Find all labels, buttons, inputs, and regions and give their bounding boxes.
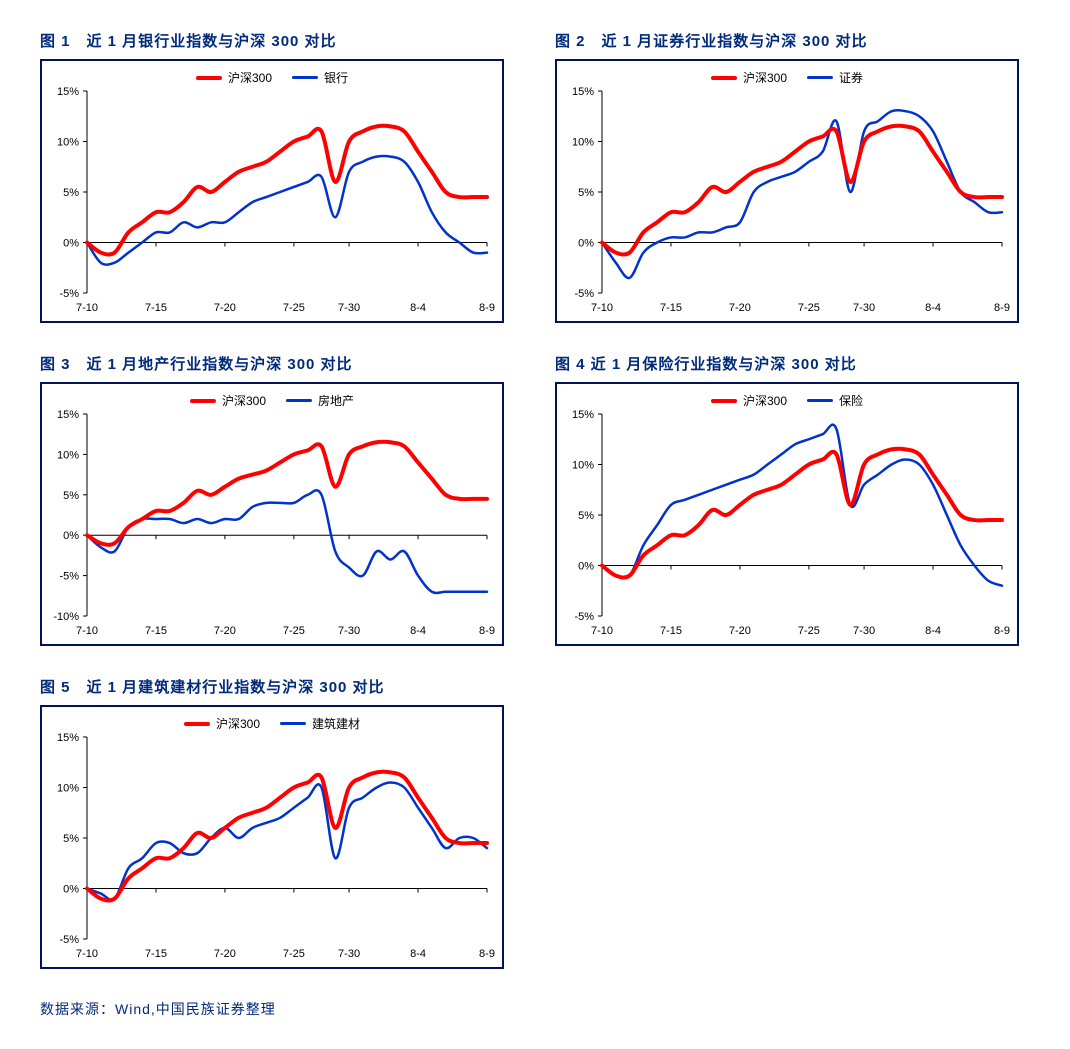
svg-text:-10%: -10%: [53, 611, 79, 623]
svg-text:-5%: -5%: [574, 288, 594, 300]
chart-cell-2: 图 2 近 1 月证券行业指数与沪深 300 对比 沪深300 证券 -5%0%…: [555, 30, 1030, 323]
svg-text:7-30: 7-30: [338, 302, 360, 314]
chart-grid: 图 1 近 1 月银行业指数与沪深 300 对比 沪深300 银行 -5%0%5…: [40, 30, 1030, 969]
svg-text:7-10: 7-10: [591, 625, 613, 637]
svg-text:7-10: 7-10: [76, 948, 98, 960]
chart-box: 沪深300 保险 -5%0%5%10%15%7-107-157-207-257-…: [555, 382, 1019, 646]
chart-title: 图 2 近 1 月证券行业指数与沪深 300 对比: [555, 30, 1030, 51]
svg-text:7-20: 7-20: [214, 302, 236, 314]
svg-text:7-25: 7-25: [283, 948, 305, 960]
plot-svg: -5% 0% 5% 10% 15% 7-10 7-15 7-20 7-25 7-30 8-4 8-9: [557, 61, 1017, 321]
svg-text:5%: 5%: [63, 187, 79, 199]
svg-text:7-10: 7-10: [591, 302, 613, 314]
svg-text:8-4: 8-4: [410, 625, 426, 637]
svg-text:0%: 0%: [578, 238, 594, 250]
svg-text:15%: 15%: [57, 409, 79, 421]
svg-text:0%: 0%: [63, 238, 79, 250]
svg-text:8-4: 8-4: [925, 625, 941, 637]
chart-title: 图 5 近 1 月建筑建材行业指数与沪深 300 对比: [40, 676, 515, 697]
svg-text:10%: 10%: [57, 449, 79, 461]
source-text: 数据来源：Wind,中国民族证券整理: [40, 999, 1030, 1019]
svg-text:7-30: 7-30: [853, 302, 875, 314]
svg-text:7-25: 7-25: [798, 302, 820, 314]
svg-text:15%: 15%: [57, 732, 79, 744]
svg-text:-5%: -5%: [574, 611, 594, 623]
svg-text:8-9: 8-9: [994, 302, 1010, 314]
svg-text:10%: 10%: [57, 137, 79, 149]
svg-text:0%: 0%: [63, 530, 79, 542]
svg-text:7-15: 7-15: [145, 625, 167, 637]
svg-text:-5%: -5%: [59, 288, 79, 300]
svg-text:8-9: 8-9: [479, 302, 495, 314]
svg-text:5%: 5%: [578, 187, 594, 199]
chart-cell-1: 图 1 近 1 月银行业指数与沪深 300 对比 沪深300 银行 -5%0%5…: [40, 30, 515, 323]
chart-cell-3: 图 3 近 1 月地产行业指数与沪深 300 对比 沪深300 房地产 -10%…: [40, 353, 515, 646]
svg-text:0%: 0%: [578, 561, 594, 573]
svg-text:7-30: 7-30: [338, 625, 360, 637]
svg-text:8-4: 8-4: [925, 302, 941, 314]
svg-text:7-10: 7-10: [76, 302, 98, 314]
plot-svg: -5% 0% 5% 10% 15% 7-10 7-15 7-20 7-25 7-30 8-4 8-9: [42, 61, 502, 321]
svg-text:-5%: -5%: [59, 934, 79, 946]
svg-text:10%: 10%: [572, 460, 594, 472]
svg-text:7-10: 7-10: [76, 625, 98, 637]
chart-box: 沪深300 房地产 -10%-5%0%5%10%15%7-107-157-207…: [40, 382, 504, 646]
svg-text:15%: 15%: [572, 86, 594, 98]
svg-text:7-15: 7-15: [660, 625, 682, 637]
chart-cell-4: 图 4 近 1 月保险行业指数与沪深 300 对比 沪深300 保险 -5%0%…: [555, 353, 1030, 646]
svg-text:7-20: 7-20: [729, 302, 751, 314]
svg-text:7-15: 7-15: [145, 948, 167, 960]
svg-text:-5%: -5%: [59, 571, 79, 583]
svg-text:5%: 5%: [63, 490, 79, 502]
svg-text:7-30: 7-30: [338, 948, 360, 960]
plot-svg: -5% 0% 5% 10% 15% 7-10 7-15 7-20 7-25 7-30 8-4 8-9: [557, 384, 1017, 644]
svg-text:7-15: 7-15: [660, 302, 682, 314]
svg-text:5%: 5%: [578, 510, 594, 522]
chart-title: 图 4 近 1 月保险行业指数与沪深 300 对比: [555, 353, 1030, 374]
svg-text:10%: 10%: [57, 783, 79, 795]
chart-box: 沪深300 建筑建材 -5%0%5%10%15%7-107-157-207-25…: [40, 705, 504, 969]
svg-text:7-30: 7-30: [853, 625, 875, 637]
plot-svg: -5% 0% 5% 10% 15% 7-10 7-15 7-20 7-25 7-30 8-4 8-9: [42, 707, 502, 967]
svg-text:7-20: 7-20: [729, 625, 751, 637]
svg-text:15%: 15%: [57, 86, 79, 98]
chart-box: 沪深300 证券 -5%0%5%10%15%7-107-157-207-257-…: [555, 59, 1019, 323]
chart-title: 图 1 近 1 月银行业指数与沪深 300 对比: [40, 30, 515, 51]
chart-box: 沪深300 银行 -5%0%5%10%15%7-107-157-207-257-…: [40, 59, 504, 323]
svg-text:10%: 10%: [572, 137, 594, 149]
svg-text:8-4: 8-4: [410, 302, 426, 314]
svg-text:7-25: 7-25: [798, 625, 820, 637]
svg-text:8-9: 8-9: [479, 625, 495, 637]
svg-text:7-20: 7-20: [214, 948, 236, 960]
svg-text:0%: 0%: [63, 884, 79, 896]
svg-text:7-25: 7-25: [283, 302, 305, 314]
svg-text:8-9: 8-9: [479, 948, 495, 960]
svg-text:7-25: 7-25: [283, 625, 305, 637]
chart-cell-5: 图 5 近 1 月建筑建材行业指数与沪深 300 对比 沪深300 建筑建材 -…: [40, 676, 515, 969]
svg-text:15%: 15%: [572, 409, 594, 421]
svg-text:8-9: 8-9: [994, 625, 1010, 637]
svg-text:7-15: 7-15: [145, 302, 167, 314]
svg-text:5%: 5%: [63, 833, 79, 845]
svg-text:8-4: 8-4: [410, 948, 426, 960]
chart-title: 图 3 近 1 月地产行业指数与沪深 300 对比: [40, 353, 515, 374]
svg-text:7-20: 7-20: [214, 625, 236, 637]
plot-svg: -10% -5% 0% 5% 10% 15% 7-10 7-15 7-20 7-25 7-30 8-4…: [42, 384, 502, 644]
